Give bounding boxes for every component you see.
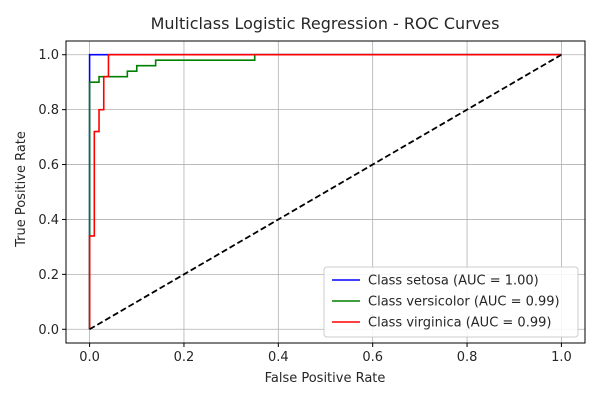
- axis-ticks: 0.0 0.2 0.4 0.6 0.8 1.0 0.0 0.2 0.4 0.6 0.8 1.0: [38, 48, 571, 365]
- legend: Class setosa (AUC = 1.00) Class versicolo…: [323, 266, 579, 338]
- y-tick-label-1: 0.2: [38, 268, 59, 283]
- x-tick-label-5: 1.0: [551, 350, 572, 365]
- y-tick-label-3: 0.6: [38, 158, 59, 173]
- x-tick-label-0: 0.0: [79, 350, 100, 365]
- plot-area: [88, 53, 562, 331]
- x-tick-label-4: 0.8: [457, 350, 478, 365]
- x-tick-label-1: 0.2: [174, 350, 195, 365]
- y-tick-label-5: 1.0: [38, 48, 59, 63]
- y-tick-label-2: 0.4: [38, 213, 59, 228]
- x-tick-label-3: 0.6: [362, 350, 383, 365]
- plot-frame: [65, 40, 586, 344]
- y-tick-label-0: 0.0: [38, 323, 59, 338]
- x-axis-label: False Positive Rate: [265, 371, 386, 386]
- y-tick-label-4: 0.8: [38, 103, 59, 118]
- legend-label-1: Class versicolor (AUC = 0.99): [368, 295, 560, 310]
- legend-label-2: Class virginica (AUC = 0.99): [368, 316, 551, 331]
- reference-diagonal-line: [89, 53, 562, 331]
- legend-label-0: Class setosa (AUC = 1.00): [368, 274, 539, 289]
- x-tick-label-2: 0.4: [268, 350, 289, 365]
- y-axis-label: True Positive Rate: [14, 131, 29, 248]
- series-line-1: [88, 53, 562, 330]
- chart-title: Multiclass Logistic Regression - ROC Cur…: [151, 14, 500, 33]
- series-line-2: [88, 53, 562, 330]
- legend-box: [323, 266, 579, 338]
